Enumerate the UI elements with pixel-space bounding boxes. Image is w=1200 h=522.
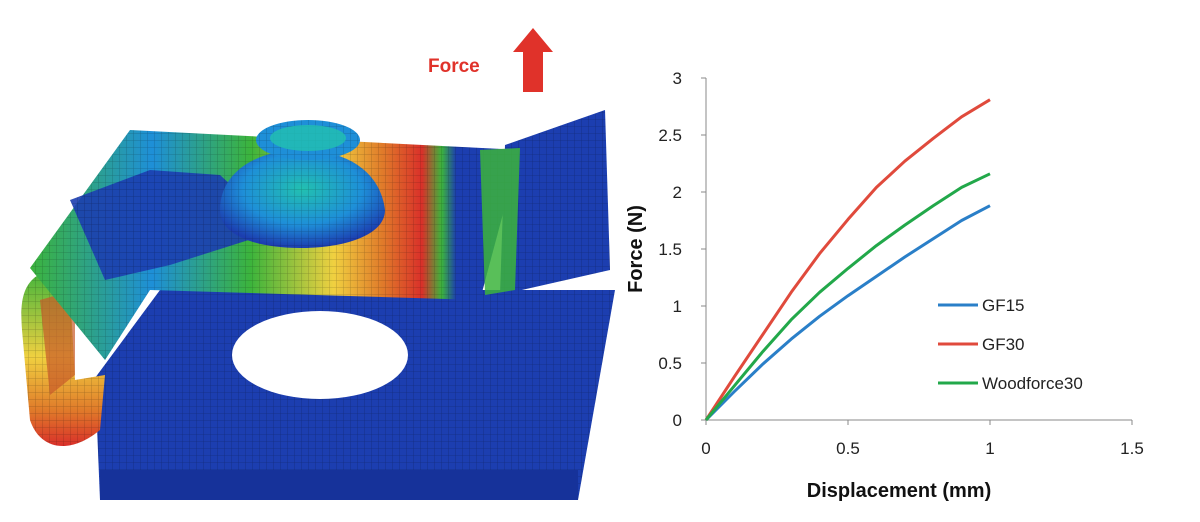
x-tick-label: 0.5 xyxy=(836,439,860,458)
x-tick-label: 0 xyxy=(701,439,710,458)
plate-hole xyxy=(232,311,408,399)
y-tick-label: 0.5 xyxy=(658,354,682,373)
legend-label: GF15 xyxy=(982,296,1025,315)
chart-svg: 0 0.5 1 1.5 0 0.5 1 1.5 2 2.5 3 GF15 GF30 Woodforce3… xyxy=(625,69,1144,502)
series-line-woodforce30 xyxy=(704,172,991,421)
y-tick-label: 0 xyxy=(673,411,682,430)
bottom-plate xyxy=(95,290,615,500)
legend-label: GF30 xyxy=(982,335,1025,354)
y-tick-label: 2 xyxy=(673,183,682,202)
x-tick-label: 1.5 xyxy=(1120,439,1144,458)
x-axis-label: Displacement (mm) xyxy=(807,480,992,502)
force-label: Force xyxy=(428,56,480,77)
force-arrow-icon xyxy=(513,28,553,92)
chart-axes: 0 0.5 1 1.5 0 0.5 1 1.5 2 2.5 3 xyxy=(658,69,1143,458)
tab-flange xyxy=(480,110,610,295)
fea-clip-graphic xyxy=(21,28,615,500)
chart-series xyxy=(704,98,991,422)
legend-label: Woodforce30 xyxy=(982,374,1083,393)
chart-legend: GF15 GF30 Woodforce30 xyxy=(938,296,1083,393)
force-displacement-chart: 0 0.5 1 1.5 0 0.5 1 1.5 2 2.5 3 GF15 GF30 Woodforce3… xyxy=(610,0,1200,517)
x-tick-label: 1 xyxy=(985,439,994,458)
dome-boss xyxy=(220,120,385,248)
series-line-gf30 xyxy=(704,98,991,421)
y-tick-label: 3 xyxy=(673,69,682,88)
y-tick-label: 1 xyxy=(673,297,682,316)
y-tick-label: 2.5 xyxy=(658,126,682,145)
y-axis-label: Force (N) xyxy=(625,205,647,293)
bend-section xyxy=(21,268,106,447)
series-line-gf15 xyxy=(704,204,991,422)
y-tick-label: 1.5 xyxy=(658,240,682,259)
fea-stress-illustration: Force xyxy=(21,28,615,500)
